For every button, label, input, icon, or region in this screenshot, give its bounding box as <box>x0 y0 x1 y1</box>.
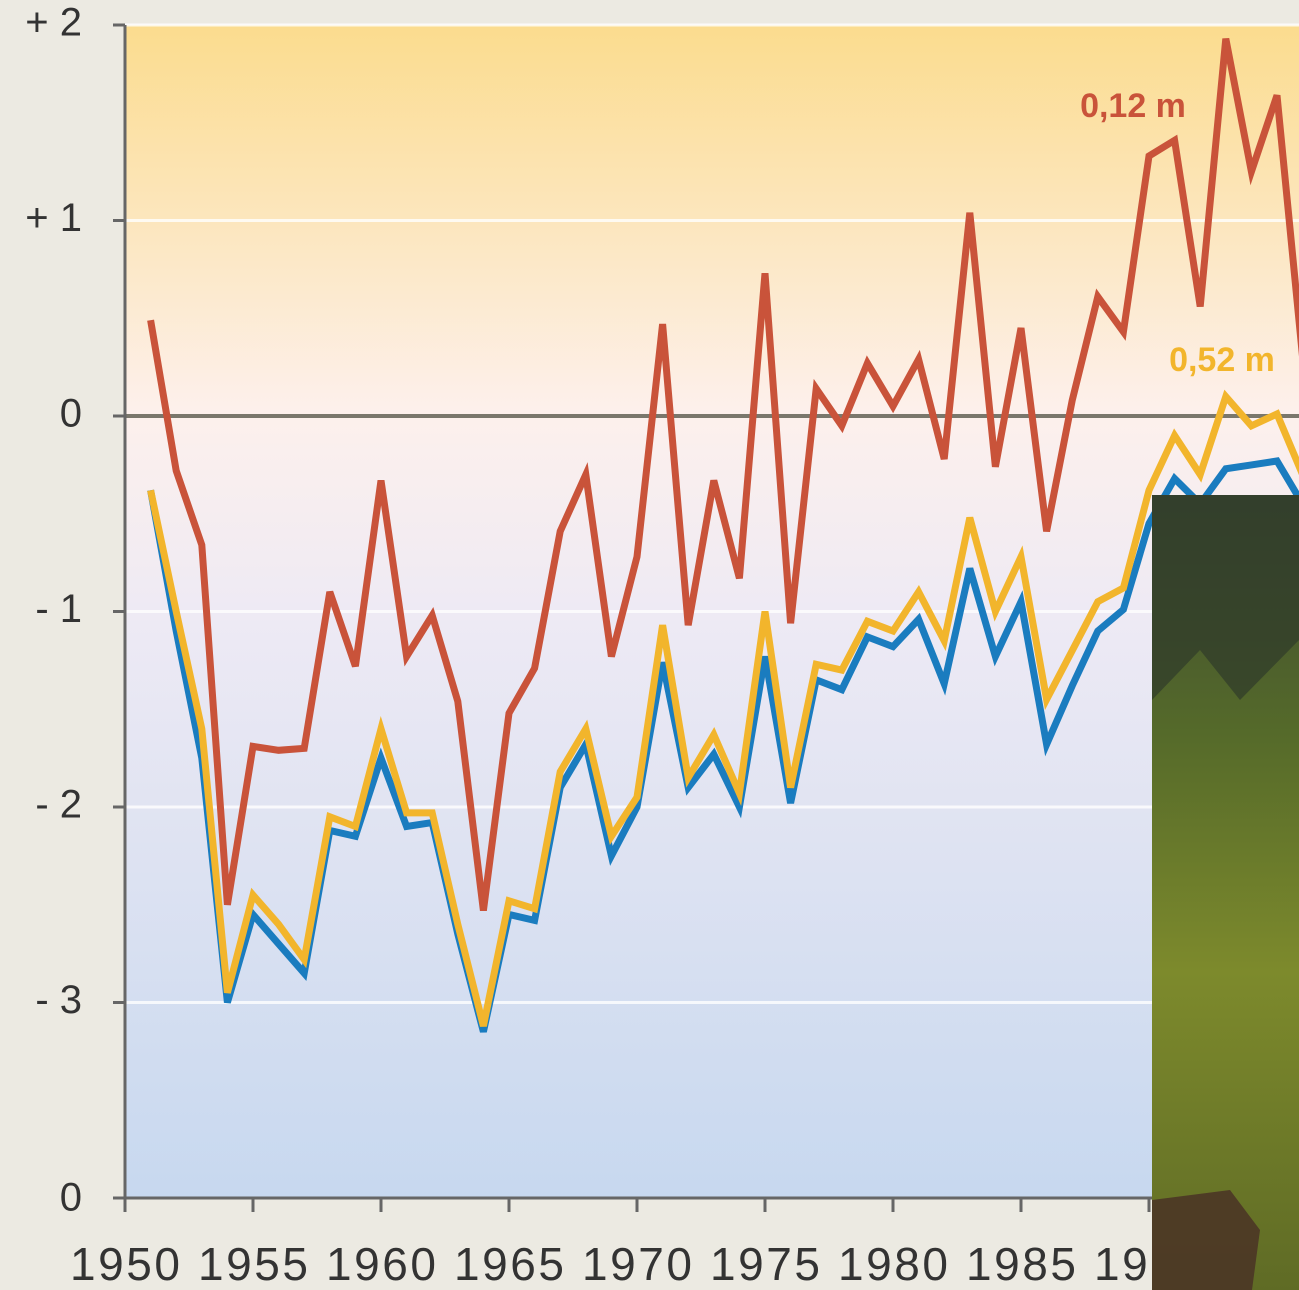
x-tick-label: 1960 <box>326 1238 436 1290</box>
y-tick-label: + 1 <box>25 196 82 240</box>
x-tick-label: 1955 <box>198 1238 308 1290</box>
photo-overlay <box>1152 495 1299 1290</box>
x-tick-label: 1965 <box>454 1238 564 1290</box>
x-tick-label: 1950 <box>70 1238 180 1290</box>
y-tick-label: - 2 <box>35 783 82 827</box>
photo-roof <box>1152 1190 1260 1290</box>
data-line <box>147 389 1299 1027</box>
y-tick-label: - 1 <box>35 587 82 631</box>
annotation: 0,12 m <box>1080 87 1186 125</box>
x-tick-label: 1985 <box>966 1238 1076 1290</box>
x-tick-label: 1970 <box>582 1238 692 1290</box>
y-tick-label: + 2 <box>25 1 82 45</box>
y-tick-label: 0 <box>60 392 82 436</box>
x-tick-label: 1975 <box>710 1238 820 1290</box>
photo-mountain <box>1152 495 1299 700</box>
y-tick-label: - 3 <box>35 978 82 1022</box>
data-line <box>147 38 1299 912</box>
annotation: 0,52 m <box>1169 341 1275 379</box>
data-line <box>147 457 1299 1033</box>
x-tick-label: 1980 <box>838 1238 948 1290</box>
y-axis-bottom-label: 0 <box>60 1176 82 1220</box>
